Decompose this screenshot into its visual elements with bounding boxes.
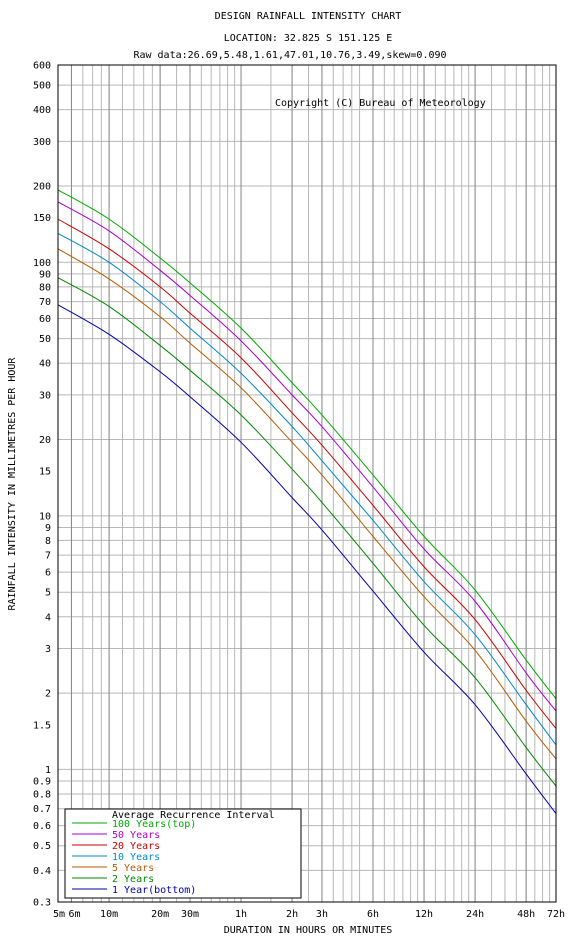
x-tick-label: 24h bbox=[466, 909, 484, 920]
y-tick-label: 3 bbox=[45, 644, 51, 655]
y-tick-label: 1.5 bbox=[33, 720, 51, 731]
x-tick-label: 30m bbox=[181, 909, 199, 920]
y-tick-label: 100 bbox=[33, 258, 51, 269]
legend-entry-label: 5 Years bbox=[112, 863, 154, 874]
y-tick-label: 7 bbox=[45, 551, 51, 562]
y-tick-label: 4 bbox=[45, 612, 51, 623]
series-line bbox=[57, 189, 557, 700]
legend-entry-label: 50 Years bbox=[112, 830, 160, 841]
plot-frame bbox=[57, 64, 557, 903]
x-tick-label: 20m bbox=[151, 909, 169, 920]
y-tick-label: 150 bbox=[33, 213, 51, 224]
series-line bbox=[57, 304, 557, 814]
y-tick-label: 2 bbox=[45, 689, 51, 700]
series-lines bbox=[57, 189, 557, 814]
y-tick-label: 0.7 bbox=[33, 804, 51, 815]
x-axis-tick-labels: 5m 6m 10m 20m 30m 1h 2h 3h 6h 12h 24h 48h 72h bbox=[53, 909, 565, 920]
y-tick-label: 600 bbox=[33, 61, 51, 72]
x-axis-label: DURATION IN HOURS OR MINUTES bbox=[224, 925, 393, 936]
grid bbox=[57, 64, 557, 903]
y-tick-label: 5 bbox=[45, 588, 51, 599]
series-line bbox=[57, 277, 557, 787]
y-tick-label: 15 bbox=[39, 467, 51, 478]
x-tick-label: 2h bbox=[286, 909, 298, 920]
x-tick-label: 3h bbox=[316, 909, 328, 920]
y-tick-label: 40 bbox=[39, 359, 51, 370]
y-axis-label: RAINFALL INTENSITY IN MILLIMETRES PER HO… bbox=[7, 357, 18, 611]
legend-entry-label: 100 Years(top) bbox=[112, 819, 196, 830]
legend-entry-label: 1 Year(bottom) bbox=[112, 885, 196, 896]
x-tick-label: 6m bbox=[68, 909, 80, 920]
legend-entry-label: 20 Years bbox=[112, 841, 160, 852]
legend-box bbox=[64, 808, 302, 899]
y-tick-label: 0.6 bbox=[33, 821, 51, 832]
location-label: LOCATION: 32.825 S 151.125 E bbox=[224, 33, 393, 44]
y-tick-label: 0.9 bbox=[33, 777, 51, 788]
y-axis-tick-labels: 6005004003002001501009080706050403020151… bbox=[33, 61, 51, 909]
y-tick-label: 6 bbox=[45, 568, 51, 579]
series-line bbox=[57, 232, 557, 746]
y-tick-label: 0.5 bbox=[33, 841, 51, 852]
y-tick-label: 8 bbox=[45, 536, 51, 547]
y-tick-label: 0.3 bbox=[33, 898, 51, 909]
y-tick-label: 200 bbox=[33, 181, 51, 192]
legend-entry-label: 10 Years bbox=[112, 852, 160, 863]
y-tick-label: 80 bbox=[39, 282, 51, 293]
y-tick-label: 50 bbox=[39, 334, 51, 345]
y-tick-label: 90 bbox=[39, 269, 51, 280]
legend-title: Average Recurrence Interval bbox=[112, 810, 275, 821]
legend-entry-label: 2 Years bbox=[112, 874, 154, 885]
y-tick-label: 10 bbox=[39, 511, 51, 522]
y-tick-label: 0.4 bbox=[33, 866, 51, 877]
legend: Average Recurrence Interval 100 Years(to… bbox=[64, 808, 302, 899]
series-line bbox=[57, 201, 557, 712]
x-tick-label: 12h bbox=[415, 909, 433, 920]
x-tick-label: 5m bbox=[53, 909, 65, 920]
y-tick-label: 30 bbox=[39, 390, 51, 401]
series-line bbox=[57, 248, 557, 760]
y-tick-label: 400 bbox=[33, 105, 51, 116]
x-tick-label: 6h bbox=[367, 909, 379, 920]
x-tick-label: 10m bbox=[100, 909, 118, 920]
y-tick-label: 500 bbox=[33, 81, 51, 92]
series-line bbox=[57, 218, 557, 729]
raw-data-label: Raw data:26.69,5.48,1.61,47.01,10.76,3.4… bbox=[133, 50, 446, 61]
y-tick-label: 20 bbox=[39, 435, 51, 446]
y-tick-label: 9 bbox=[45, 523, 51, 534]
y-tick-label: 70 bbox=[39, 297, 51, 308]
y-tick-label: 300 bbox=[33, 137, 51, 148]
chart-title: DESIGN RAINFALL INTENSITY CHART bbox=[215, 11, 402, 22]
y-tick-label: 60 bbox=[39, 314, 51, 325]
copyright-label: Copyright (C) Bureau of Meteorology bbox=[275, 98, 486, 109]
x-tick-label: 1h bbox=[235, 909, 247, 920]
y-tick-label: 1 bbox=[45, 765, 51, 776]
y-tick-label: 0.8 bbox=[33, 789, 51, 800]
x-tick-label: 48h bbox=[517, 909, 535, 920]
x-tick-label: 72h bbox=[547, 909, 565, 920]
